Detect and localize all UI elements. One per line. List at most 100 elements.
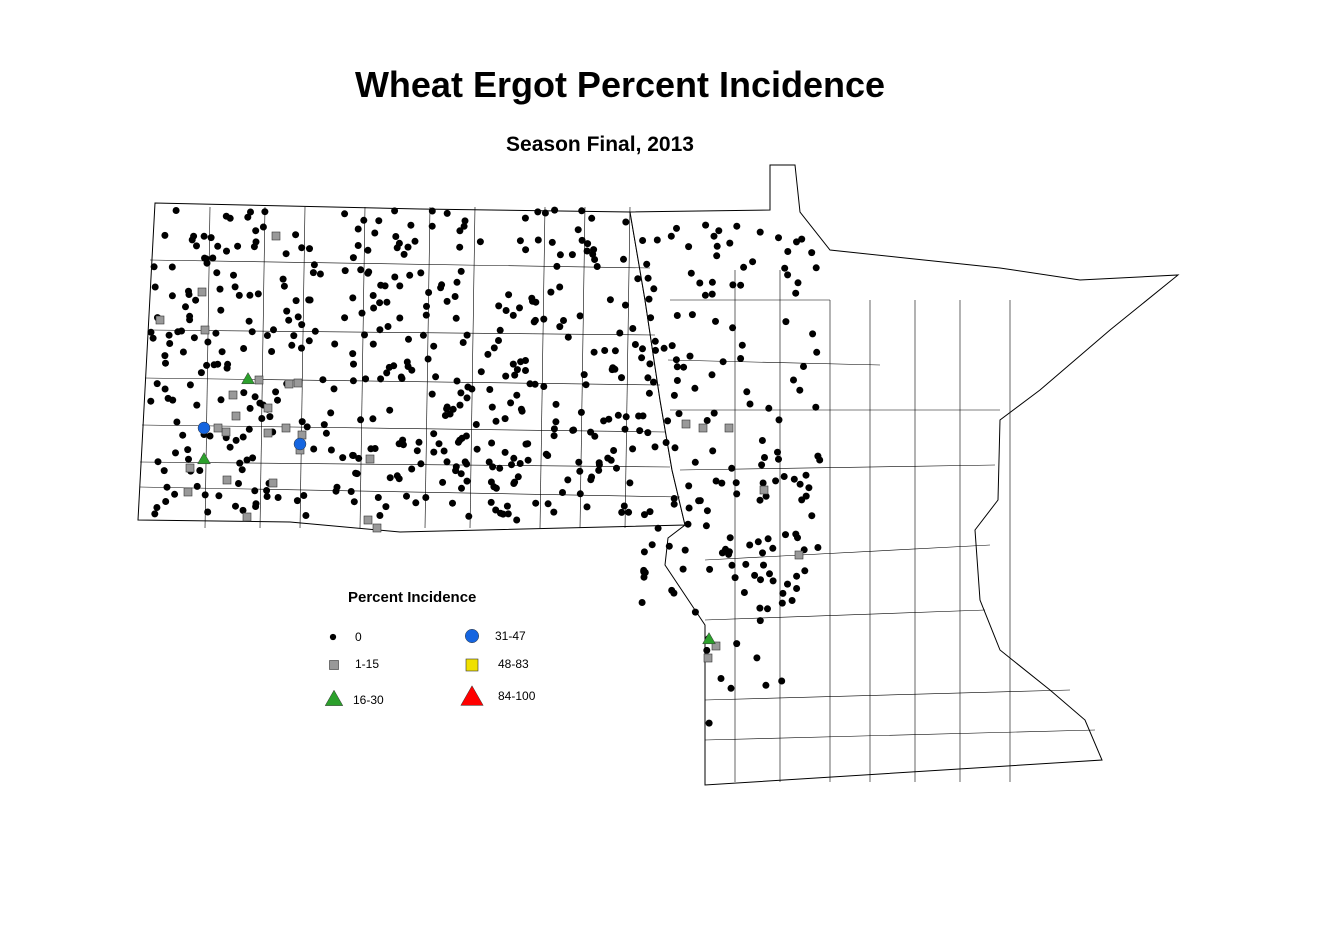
point-0: [638, 599, 646, 606]
point-0: [330, 385, 338, 393]
point-0: [524, 440, 532, 448]
point-0: [186, 381, 194, 389]
point-0: [759, 549, 766, 557]
point-0: [639, 237, 647, 244]
point-0: [153, 380, 161, 388]
point-0: [764, 535, 772, 543]
point-0: [522, 246, 530, 254]
point-1-15: [231, 411, 241, 421]
legend-symbol: [324, 689, 344, 706]
point-0: [457, 267, 465, 275]
point-0: [540, 383, 548, 390]
point-0: [550, 508, 558, 516]
point-0: [376, 299, 384, 307]
point-0: [802, 492, 810, 500]
point-0: [587, 476, 595, 484]
point-0: [204, 508, 212, 516]
point-0: [560, 317, 567, 324]
point-0: [357, 266, 365, 274]
point-0: [488, 403, 496, 411]
point-0: [298, 244, 306, 252]
point-0: [160, 467, 168, 475]
point-0: [164, 394, 172, 402]
county-line: [704, 729, 1096, 741]
point-1-15: [185, 463, 195, 473]
point-0: [298, 321, 306, 329]
point-0: [616, 329, 624, 337]
point-0: [725, 548, 733, 556]
point-0: [578, 236, 586, 244]
point-16-30: [702, 632, 716, 645]
county-line: [704, 609, 986, 621]
point-0: [576, 490, 584, 498]
point-0: [559, 489, 566, 496]
point-0: [240, 389, 248, 397]
point-0: [184, 446, 192, 454]
point-1-15: [363, 515, 373, 525]
point-1-15: [281, 423, 291, 433]
point-0: [576, 312, 584, 320]
point-0: [249, 454, 257, 462]
point-0: [708, 278, 716, 286]
point-0: [580, 371, 588, 379]
point-0: [629, 445, 637, 453]
point-0: [425, 289, 433, 296]
legend-symbol: [460, 685, 484, 706]
point-0: [239, 506, 247, 514]
point-0: [258, 415, 266, 422]
point-0: [456, 243, 464, 251]
point-0: [197, 369, 205, 377]
point-0: [742, 560, 750, 568]
point-0: [153, 504, 161, 511]
point-0: [390, 362, 398, 370]
county-line: [259, 206, 266, 529]
point-0: [604, 454, 612, 462]
point-0: [272, 388, 280, 396]
point-0: [733, 640, 741, 648]
point-0: [589, 250, 597, 258]
point-0: [222, 212, 230, 220]
point-0: [713, 252, 721, 260]
point-0: [740, 263, 748, 271]
point-0: [760, 561, 767, 569]
county-line: [139, 486, 681, 498]
point-0: [526, 380, 534, 388]
point-0: [384, 323, 392, 330]
point-0: [778, 677, 786, 685]
point-0: [552, 418, 560, 426]
point-1-15: [254, 375, 264, 385]
point-0: [758, 461, 766, 469]
point-0: [327, 446, 335, 454]
point-0: [186, 316, 194, 324]
point-0: [486, 386, 494, 393]
point-0: [639, 412, 647, 420]
point-0: [796, 480, 804, 488]
point-0: [568, 251, 576, 259]
point-0: [349, 350, 357, 358]
county-line: [539, 206, 546, 529]
point-0: [667, 232, 675, 240]
point-1-15: [222, 475, 232, 485]
point-0: [643, 260, 651, 268]
point-0: [790, 475, 798, 483]
point-0: [636, 427, 644, 435]
point-0: [223, 247, 230, 255]
legend-label: 84-100: [498, 689, 536, 703]
point-0: [719, 358, 727, 366]
point-0: [193, 482, 201, 490]
point-0: [196, 467, 204, 474]
point-0: [246, 291, 254, 299]
point-0: [774, 448, 781, 456]
point-0: [204, 338, 212, 346]
point-0: [461, 217, 469, 225]
point-0: [252, 238, 260, 246]
point-0: [496, 464, 504, 472]
point-0: [590, 348, 598, 356]
point-0: [756, 228, 764, 236]
point-0: [248, 328, 256, 336]
point-0: [361, 331, 368, 339]
point-0: [706, 565, 714, 573]
point-0: [207, 234, 215, 242]
point-0: [381, 282, 389, 290]
point-0: [209, 254, 217, 262]
